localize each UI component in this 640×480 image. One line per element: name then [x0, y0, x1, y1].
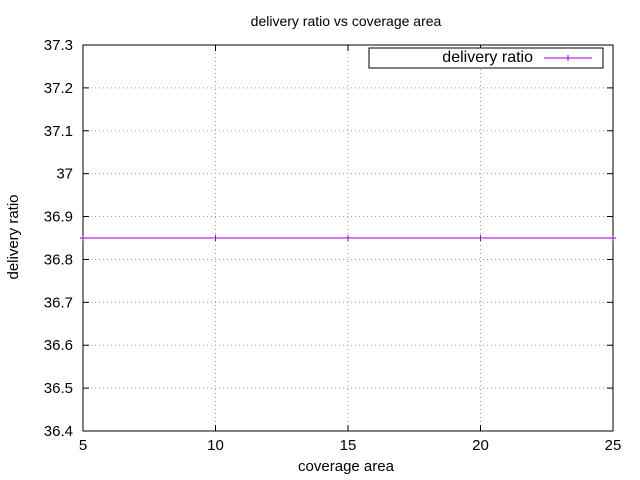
- chart-title: delivery ratio vs coverage area: [251, 13, 442, 29]
- x-tick-label: 15: [340, 437, 357, 454]
- series-layer: [80, 235, 616, 241]
- y-tick-label: 36.4: [44, 423, 73, 440]
- y-tick-label: 36.7: [44, 294, 73, 311]
- y-tick-label: 37.3: [44, 37, 73, 54]
- data-point-marker: [212, 235, 219, 241]
- y-axis-label: delivery ratio: [5, 194, 22, 279]
- y-tick-label: 37.1: [44, 123, 73, 140]
- legend: delivery ratio: [368, 47, 604, 69]
- legend-box: [368, 47, 604, 69]
- x-tick-label: 25: [605, 437, 622, 454]
- legend-entry-label: delivery ratio: [442, 49, 533, 66]
- y-tick-label: 37: [56, 166, 73, 183]
- data-point-marker: [345, 235, 351, 241]
- legend-swatch-marker: [565, 55, 571, 61]
- x-axis-label: coverage area: [298, 458, 395, 475]
- x-tick-label: 20: [472, 437, 489, 454]
- axis-ticks: 36.4 36.5 36.6 36.7 36.8 36.9 37 37.1 37.2 37.3 5 1…: [44, 37, 622, 454]
- data-point-marker: [80, 235, 86, 241]
- y-tick-label: 36.5: [44, 380, 73, 397]
- y-tick-label: 36.6: [44, 337, 73, 354]
- data-point-marker: [610, 235, 616, 241]
- y-tick-label: 36.9: [44, 209, 73, 226]
- x-tick-label: 10: [207, 437, 224, 454]
- data-point-marker: [477, 235, 484, 241]
- y-tick-label: 37.2: [44, 80, 73, 97]
- y-tick-label: 36.8: [44, 251, 73, 268]
- x-tick-label: 5: [79, 437, 87, 454]
